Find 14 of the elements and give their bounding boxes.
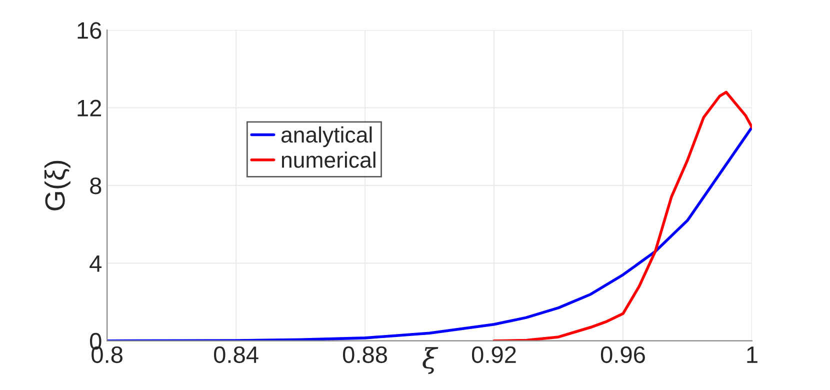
y-tick-label: 12	[78, 100, 102, 116]
x-tick-label: 0.88	[342, 346, 387, 364]
x-tick-label: 0.92	[472, 346, 516, 364]
legend-label: numerical	[282, 152, 376, 168]
y-tick-label: 16	[78, 22, 102, 39]
x-tick-label: 0.96	[600, 346, 645, 364]
legend-label: analytical	[281, 126, 372, 148]
x-tick-label: 1	[747, 346, 758, 363]
y-tick-label: 8	[90, 178, 102, 194]
y-tick-label: 4	[90, 255, 102, 272]
y-axis-title: G(ξ)	[44, 160, 70, 210]
line-series	[492, 90, 752, 341]
x-tick-label: 0.84	[214, 346, 258, 364]
x-axis-title: ξ	[422, 347, 438, 374]
